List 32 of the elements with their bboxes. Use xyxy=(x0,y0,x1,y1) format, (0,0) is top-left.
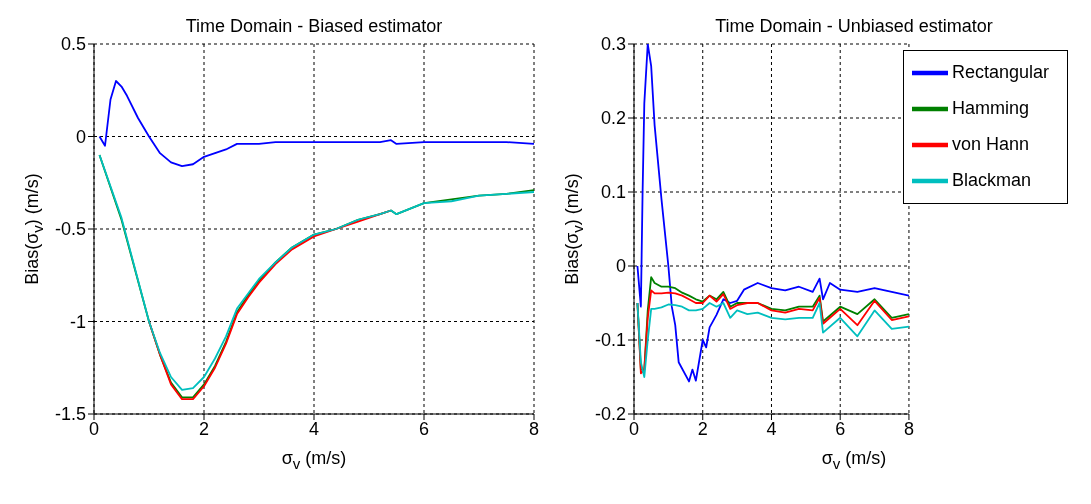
chart-title: Time Domain - Biased estimator xyxy=(184,16,444,37)
legend-label: Rectangular xyxy=(951,61,1049,82)
line-series xyxy=(636,289,909,375)
x-tick-label: 8 xyxy=(528,418,540,439)
y-tick-label: -0.1 xyxy=(594,330,626,351)
x-tick-label: 6 xyxy=(418,418,430,439)
x-axis-title: σ$_{v}$ (m/s) xyxy=(280,448,348,472)
y-tick-label: -1 xyxy=(69,311,86,332)
x-tick-label: 8 xyxy=(903,418,914,439)
x-tick-label: 2 xyxy=(697,418,708,439)
x-axis-title: σ$_{v}$ (m/s) xyxy=(820,448,888,472)
chart-title: Time Domain - Unbiased estimator xyxy=(714,16,994,37)
x-tick-label: 2 xyxy=(198,418,210,439)
y-tick-label: 0.1 xyxy=(600,182,626,203)
line-series xyxy=(636,302,909,378)
legend-label: Hamming xyxy=(951,97,1029,118)
y-tick-label: 0 xyxy=(75,126,86,147)
y-tick-label: 0.2 xyxy=(600,108,626,129)
y-tick-label: -0.2 xyxy=(594,404,626,425)
y-tick-label: 0.5 xyxy=(60,34,86,55)
y-tick-label: 0 xyxy=(615,256,626,277)
line-series xyxy=(98,80,534,167)
legend-label: Blackman xyxy=(951,169,1031,190)
y-tick-label: 0.3 xyxy=(600,34,626,55)
x-tick-label: 0 xyxy=(88,418,100,439)
x-tick-label: 4 xyxy=(308,418,320,439)
y-tick-label: -0.5 xyxy=(54,219,86,240)
legend-label: von Hann xyxy=(951,133,1029,154)
x-tick-label: 6 xyxy=(835,418,846,439)
x-tick-label: 0 xyxy=(628,418,640,439)
x-tick-label: 4 xyxy=(766,418,777,439)
y-tick-label: -1.5 xyxy=(54,404,86,425)
